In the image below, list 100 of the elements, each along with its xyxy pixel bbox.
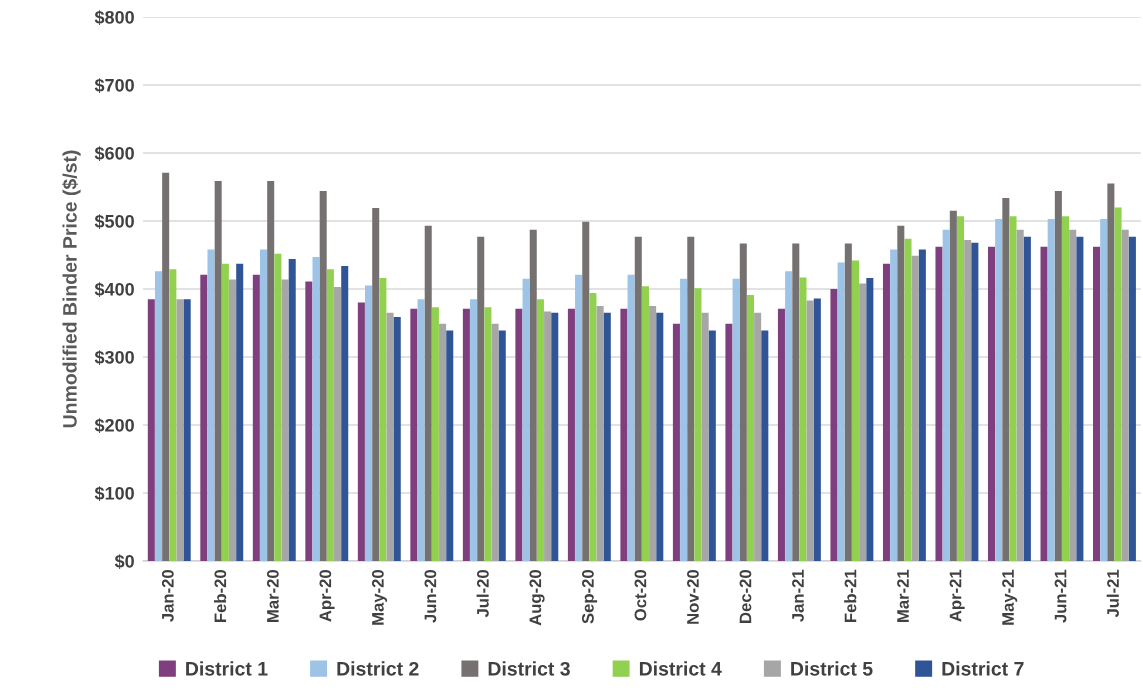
bar	[620, 308, 628, 561]
bar	[544, 311, 552, 561]
y-tick-label: $600	[94, 146, 134, 161]
bar	[971, 242, 979, 561]
legend-label: District 5	[791, 661, 873, 676]
x-tick-label: Jun-21	[1054, 569, 1067, 623]
bar	[431, 307, 439, 561]
bar	[866, 278, 874, 561]
bar	[1047, 218, 1055, 561]
x-tick-label: Oct-20	[634, 570, 647, 621]
bar	[229, 279, 237, 561]
bar	[147, 299, 155, 561]
bar	[1114, 207, 1122, 561]
bar	[1076, 236, 1084, 561]
bar	[470, 299, 478, 561]
bar	[732, 278, 740, 561]
bar	[274, 253, 282, 561]
bar	[897, 225, 905, 561]
x-tick-label: Feb-21	[844, 569, 857, 622]
x-tick-label: Sep-20	[582, 570, 598, 624]
bar	[1100, 218, 1108, 561]
bar	[1023, 236, 1031, 561]
bar	[754, 312, 762, 561]
x-tick-label: Nov-20	[687, 570, 699, 624]
bar	[200, 274, 208, 561]
bar	[603, 312, 611, 561]
legend-label: District 2	[337, 661, 419, 676]
y-tick-label: $500	[94, 214, 134, 229]
y-tick-label: $400	[94, 282, 134, 297]
x-tick-label: Jul-20	[476, 570, 489, 618]
bar	[267, 180, 275, 561]
bar	[785, 271, 793, 561]
bar	[761, 330, 769, 561]
bar	[252, 274, 260, 561]
x-tick-label: Jun-20	[424, 570, 437, 623]
bar	[522, 278, 530, 561]
bar	[260, 249, 268, 561]
x-tick-label: May-21	[1002, 569, 1018, 625]
bar	[882, 263, 890, 561]
bar	[357, 302, 365, 561]
bar	[701, 312, 709, 561]
bar	[424, 225, 432, 561]
x-tick-label: Mar-21	[897, 569, 909, 622]
x-tick-label: Jul-21	[1106, 569, 1119, 618]
bar	[221, 263, 229, 561]
bar	[708, 330, 716, 561]
bar	[305, 281, 313, 561]
bar	[410, 308, 418, 561]
bar	[379, 278, 387, 561]
bar	[851, 260, 860, 561]
bar	[656, 312, 664, 561]
bar	[491, 323, 499, 561]
bar	[1009, 216, 1017, 561]
bar	[214, 180, 222, 561]
bar	[582, 221, 590, 561]
bar	[183, 299, 191, 561]
x-tick-label: May-20	[371, 570, 388, 625]
bar	[1062, 216, 1070, 561]
bar	[911, 255, 919, 561]
y-tick-label: $0	[114, 554, 134, 569]
bar	[995, 218, 1003, 561]
bar	[777, 308, 785, 561]
x-tick-label: Apr-21	[949, 569, 965, 622]
bar	[739, 243, 747, 561]
bar	[551, 312, 559, 561]
legend-label: District 3	[488, 661, 570, 676]
bar	[536, 299, 544, 561]
bar	[498, 330, 506, 561]
bar	[1002, 197, 1010, 561]
bar	[957, 216, 965, 561]
bar	[949, 210, 957, 561]
bar	[799, 277, 807, 561]
bar	[319, 191, 327, 561]
bar	[207, 249, 215, 561]
bar	[1040, 246, 1048, 561]
x-tick-label: Dec-20	[739, 570, 752, 623]
bar	[372, 208, 380, 561]
bar	[446, 330, 454, 561]
y-axis-title: Unmodified Binder Price ($/st)	[62, 150, 81, 428]
bar	[176, 299, 184, 561]
bar	[813, 298, 821, 561]
x-tick-label: Mar-20	[266, 570, 279, 622]
y-tick-label: $800	[94, 10, 134, 25]
y-tick-label: $700	[94, 78, 134, 93]
bar	[515, 308, 523, 561]
bar	[484, 307, 492, 561]
bar	[792, 243, 800, 561]
x-tick-label: Aug-20	[529, 570, 545, 626]
bar	[386, 312, 394, 561]
bar	[417, 299, 425, 561]
bar	[596, 306, 604, 561]
bar	[680, 278, 688, 561]
bar	[1121, 229, 1129, 561]
bar	[589, 293, 597, 561]
bar	[987, 246, 996, 561]
bar	[477, 236, 485, 561]
x-tick-label: Jan-20	[161, 570, 174, 622]
legend-label: District 7	[942, 661, 1024, 676]
bar	[393, 316, 401, 561]
bar	[935, 246, 943, 561]
